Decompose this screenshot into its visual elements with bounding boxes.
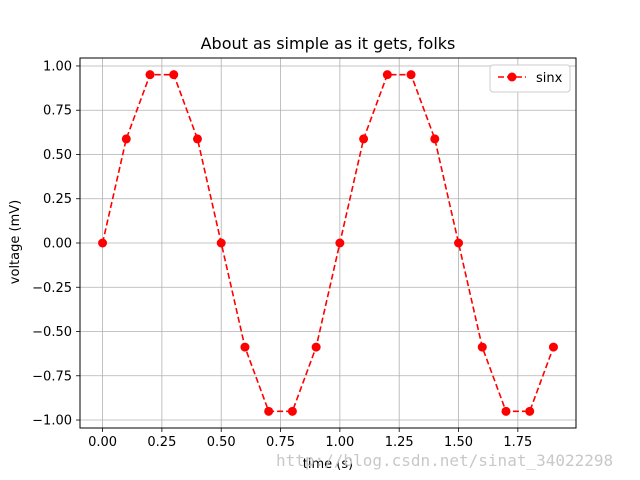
- y-tick-label: −1.00: [32, 414, 72, 429]
- y-tick-label: 0.75: [43, 104, 72, 119]
- x-axis-ticks: 0.00 0.25 0.50 0.75 1.00 1.25 1.50 1.75: [88, 428, 532, 450]
- y-axis-label: voltage (mV): [8, 200, 23, 284]
- y-tick-label: 0.25: [43, 192, 72, 207]
- data-point: [311, 342, 321, 352]
- data-point: [548, 342, 558, 352]
- x-tick-label: 1.25: [385, 435, 414, 450]
- data-point: [287, 406, 297, 416]
- data-point: [264, 406, 274, 416]
- y-tick-label: −0.25: [32, 281, 72, 296]
- chart-title: About as simple as it gets, folks: [201, 34, 456, 53]
- x-tick-label: 0.25: [147, 435, 176, 450]
- data-point: [477, 342, 487, 352]
- x-tick-label: 0.75: [266, 435, 295, 450]
- x-tick-label: 1.00: [325, 435, 354, 450]
- data-point: [359, 134, 369, 144]
- x-tick-label: 0.50: [207, 435, 236, 450]
- data-point: [169, 70, 179, 80]
- y-axis-ticks: −1.00 −0.75 −0.50 −0.25 0.00 0.25 0.50 0.75 1.00: [32, 59, 80, 429]
- data-point: [382, 70, 392, 80]
- x-axis-label: time (s): [303, 457, 353, 472]
- legend-frame: [489, 64, 571, 93]
- data-point: [192, 134, 202, 144]
- data-point: [525, 406, 535, 416]
- y-tick-label: −0.50: [32, 325, 72, 340]
- data-point: [406, 70, 416, 80]
- watermark-text: http://blog.csdn.net/sinat_34022298: [276, 451, 613, 470]
- y-tick-label: −0.75: [32, 369, 72, 384]
- x-tick-label: 1.50: [444, 435, 473, 450]
- legend-marker-sinx: [507, 72, 517, 82]
- x-tick-label: 0.00: [88, 435, 117, 450]
- series-line-sinx: [101, 73, 555, 413]
- y-tick-label: 0.00: [43, 237, 72, 252]
- data-point: [145, 70, 155, 80]
- data-point: [430, 134, 440, 144]
- data-point: [501, 406, 511, 416]
- data-point: [98, 238, 108, 248]
- x-tick-label: 1.75: [503, 435, 532, 450]
- legend: sinx: [489, 64, 571, 93]
- data-point: [335, 238, 345, 248]
- legend-label-sinx: sinx: [536, 71, 563, 86]
- series-layer: [98, 70, 558, 416]
- data-point: [216, 238, 226, 248]
- data-point: [240, 342, 250, 352]
- data-point: [121, 134, 131, 144]
- data-point: [454, 238, 464, 248]
- y-tick-label: 1.00: [43, 59, 72, 74]
- grid-lines: [80, 58, 576, 428]
- y-tick-label: 0.50: [43, 148, 72, 163]
